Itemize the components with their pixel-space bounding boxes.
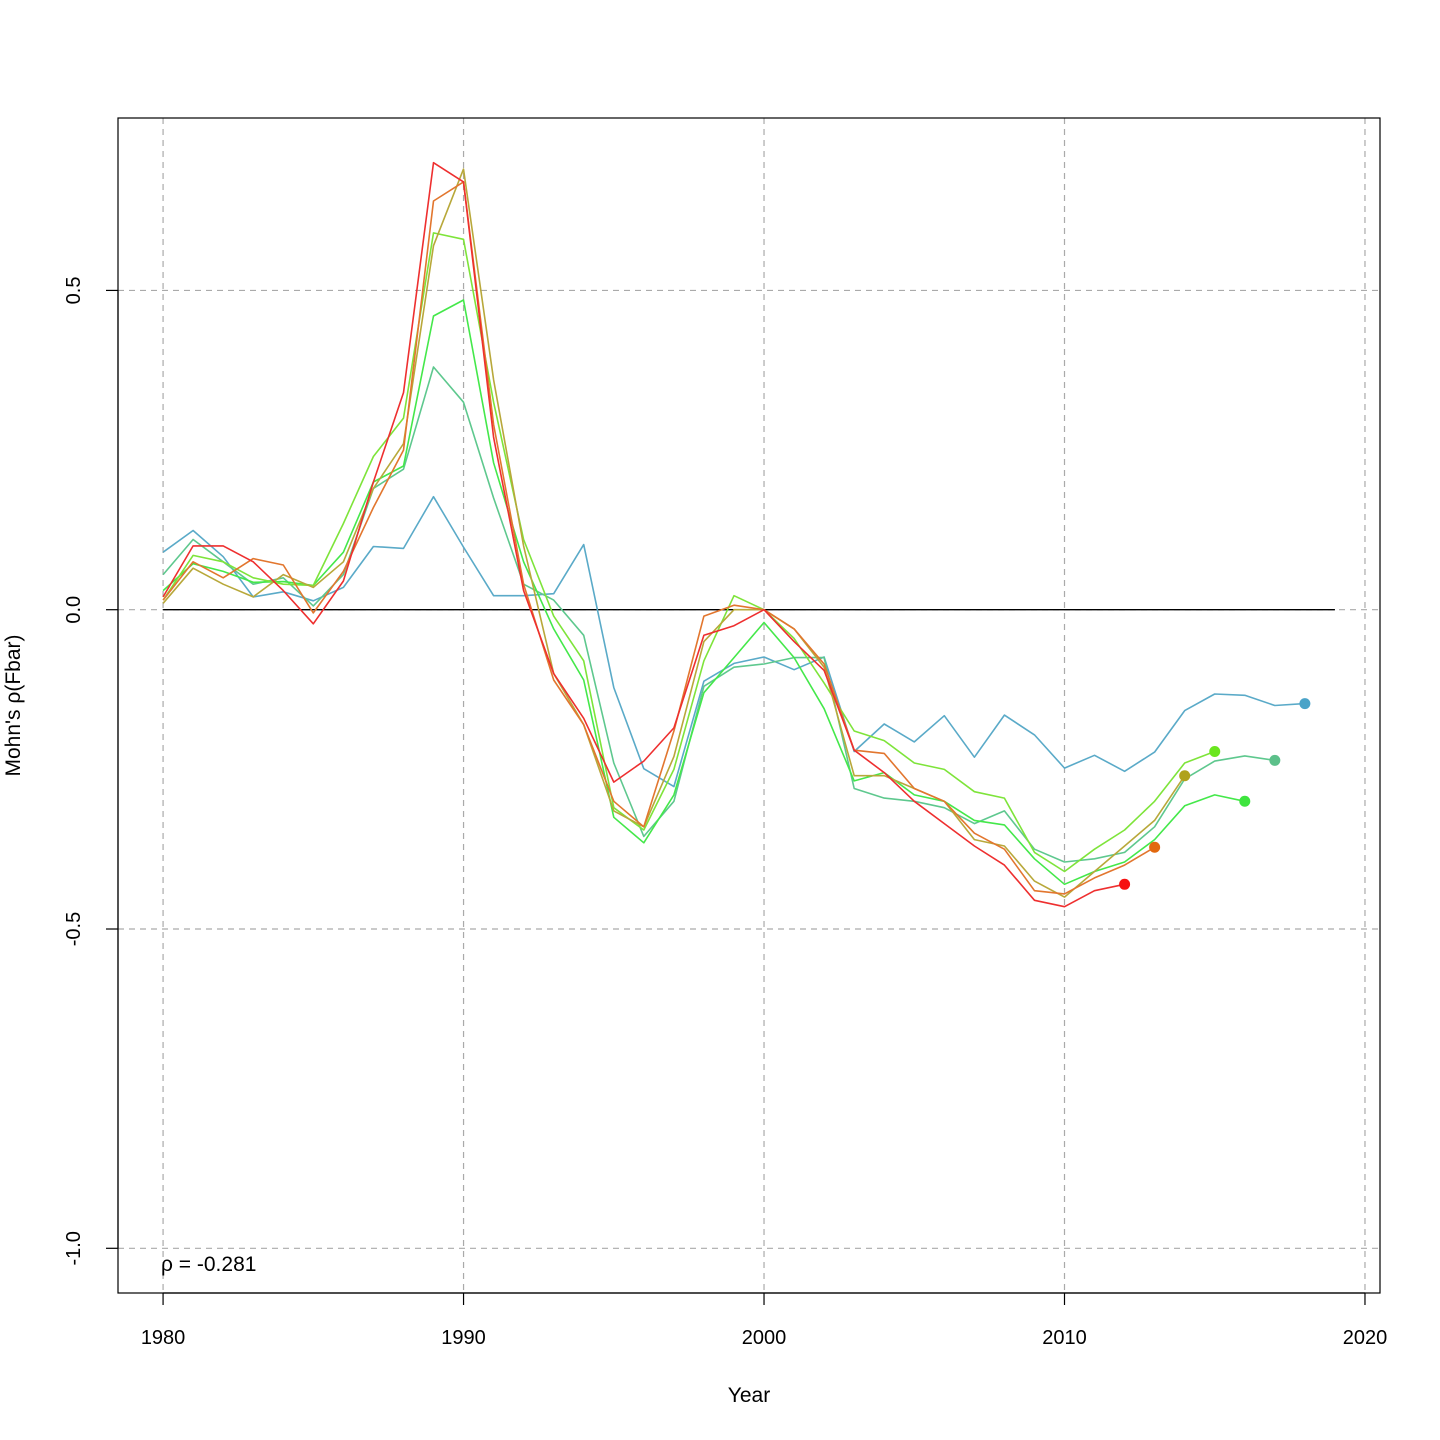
- endpoint-marker-5: [1179, 770, 1191, 782]
- series-line-4: [162, 232, 1215, 873]
- series-line-5: [162, 168, 1186, 898]
- endpoint-marker-6: [1149, 841, 1161, 853]
- y-tick-label: 0.5: [63, 277, 85, 305]
- endpoint-marker-3: [1239, 795, 1251, 807]
- x-tick-label: 2020: [1343, 1327, 1388, 1349]
- plot-frame: [117, 117, 1381, 1294]
- grid-lines: [118, 118, 1380, 1293]
- series-line-6: [162, 181, 1156, 895]
- series-line-3: [162, 299, 1245, 886]
- y-tick-label: -0.5: [63, 912, 85, 946]
- series-line-2: [162, 366, 1275, 863]
- x-axis: 1980 1990 2000 2010 2020: [141, 1292, 1388, 1349]
- series-line-7: [162, 161, 1125, 908]
- x-tick-label: 1980: [141, 1327, 186, 1349]
- endpoint-marker-7: [1119, 878, 1131, 890]
- endpoint-marker-2: [1269, 754, 1281, 766]
- y-tick-label: 0.0: [63, 596, 85, 624]
- endpoint-marker-4: [1209, 745, 1221, 757]
- x-tick-label: 2000: [742, 1327, 787, 1349]
- series-endpoints: [1119, 698, 1311, 890]
- series-lines: [162, 161, 1305, 908]
- endpoint-marker-1: [1299, 698, 1311, 710]
- y-tick-label: -1.0: [63, 1231, 85, 1265]
- x-tick-label: 1990: [441, 1327, 486, 1349]
- y-axis: -1.0 -0.5 0.0 0.5: [63, 277, 119, 1266]
- rho-annotation: ρ = -0.281: [161, 1253, 256, 1276]
- series-line-1: [162, 495, 1305, 788]
- x-axis-title: Year: [728, 1384, 770, 1407]
- x-tick-label: 2010: [1042, 1327, 1087, 1349]
- y-axis-title: Mohn's ρ(Fbar): [2, 635, 25, 777]
